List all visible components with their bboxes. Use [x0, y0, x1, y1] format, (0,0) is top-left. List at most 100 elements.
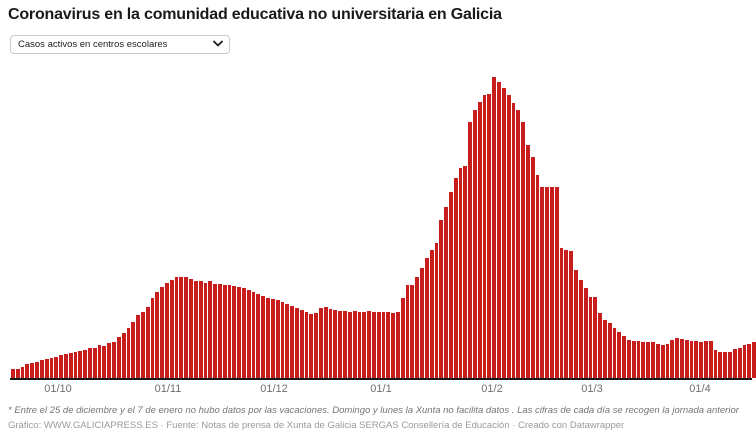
- bar[interactable]: [593, 297, 598, 378]
- bar[interactable]: [655, 344, 660, 378]
- bar[interactable]: [174, 277, 179, 378]
- bar[interactable]: [521, 122, 525, 378]
- bar[interactable]: [242, 288, 246, 378]
- bar[interactable]: [487, 94, 492, 378]
- bar[interactable]: [261, 296, 266, 378]
- bar[interactable]: [299, 310, 304, 378]
- bar[interactable]: [742, 345, 747, 378]
- bar[interactable]: [285, 304, 290, 378]
- bar[interactable]: [665, 344, 670, 378]
- bar[interactable]: [396, 312, 400, 378]
- bar[interactable]: [107, 343, 112, 378]
- bar[interactable]: [511, 103, 516, 378]
- bar[interactable]: [155, 292, 160, 378]
- bar[interactable]: [367, 311, 371, 378]
- bar[interactable]: [11, 369, 15, 378]
- bar[interactable]: [116, 337, 121, 378]
- bar[interactable]: [333, 310, 338, 378]
- bar[interactable]: [73, 352, 78, 378]
- bar[interactable]: [198, 281, 203, 378]
- bar[interactable]: [612, 328, 617, 378]
- bar[interactable]: [386, 312, 391, 378]
- bar[interactable]: [670, 340, 675, 378]
- bar[interactable]: [448, 192, 453, 378]
- bar[interactable]: [362, 312, 367, 378]
- bar[interactable]: [54, 357, 59, 378]
- bar[interactable]: [569, 251, 574, 378]
- bar[interactable]: [227, 285, 232, 378]
- bar[interactable]: [169, 280, 174, 378]
- bar[interactable]: [675, 338, 679, 378]
- bar[interactable]: [713, 350, 718, 378]
- bar[interactable]: [559, 248, 564, 378]
- bar[interactable]: [627, 340, 631, 378]
- bar[interactable]: [275, 300, 280, 378]
- bar[interactable]: [718, 352, 723, 378]
- bar[interactable]: [550, 187, 554, 378]
- bar[interactable]: [708, 341, 713, 378]
- bar[interactable]: [83, 350, 87, 378]
- bar[interactable]: [583, 288, 588, 378]
- bar[interactable]: [376, 312, 381, 378]
- bar[interactable]: [97, 345, 102, 378]
- bar[interactable]: [424, 258, 429, 378]
- bar[interactable]: [429, 250, 434, 378]
- bar[interactable]: [545, 187, 549, 378]
- bar[interactable]: [381, 312, 386, 378]
- bar[interactable]: [63, 354, 68, 378]
- bar[interactable]: [328, 309, 333, 378]
- bar[interactable]: [140, 312, 145, 378]
- bar[interactable]: [347, 312, 352, 378]
- bar[interactable]: [145, 307, 150, 378]
- bar[interactable]: [160, 287, 164, 378]
- bar[interactable]: [256, 294, 261, 378]
- bar[interactable]: [150, 298, 155, 378]
- metric-select[interactable]: Casos activos en centros escolares: [10, 35, 230, 54]
- bar[interactable]: [694, 341, 699, 378]
- bar[interactable]: [679, 339, 684, 378]
- bar[interactable]: [602, 320, 607, 378]
- bar[interactable]: [434, 243, 439, 378]
- bar[interactable]: [439, 220, 444, 378]
- bar[interactable]: [68, 353, 73, 378]
- bar[interactable]: [121, 333, 126, 378]
- bar[interactable]: [574, 270, 578, 378]
- bar[interactable]: [246, 290, 251, 378]
- bar[interactable]: [357, 312, 362, 378]
- bar[interactable]: [217, 284, 222, 378]
- bar[interactable]: [78, 351, 83, 378]
- bar[interactable]: [444, 207, 448, 378]
- bar[interactable]: [651, 342, 655, 378]
- bar[interactable]: [343, 311, 347, 378]
- bar[interactable]: [631, 341, 636, 378]
- bar[interactable]: [237, 287, 241, 378]
- bar[interactable]: [20, 367, 25, 378]
- bar[interactable]: [525, 145, 530, 378]
- bar[interactable]: [49, 358, 54, 378]
- bar[interactable]: [112, 342, 116, 378]
- bar[interactable]: [617, 332, 622, 378]
- bar[interactable]: [540, 187, 545, 378]
- bar[interactable]: [752, 342, 756, 378]
- bar[interactable]: [728, 352, 732, 378]
- bar[interactable]: [266, 298, 270, 378]
- bar[interactable]: [280, 302, 285, 378]
- bar[interactable]: [477, 102, 482, 378]
- bar[interactable]: [352, 311, 357, 378]
- bar[interactable]: [458, 168, 463, 378]
- bar[interactable]: [660, 345, 665, 378]
- bar[interactable]: [689, 341, 694, 378]
- bar[interactable]: [189, 279, 193, 378]
- bar[interactable]: [607, 323, 612, 378]
- bar[interactable]: [131, 322, 136, 378]
- bar[interactable]: [516, 110, 521, 378]
- bar[interactable]: [646, 342, 651, 378]
- bar[interactable]: [309, 314, 314, 378]
- bar[interactable]: [636, 341, 641, 378]
- bar[interactable]: [535, 175, 540, 378]
- bar[interactable]: [319, 308, 323, 378]
- bar[interactable]: [39, 360, 44, 378]
- bar[interactable]: [492, 77, 497, 378]
- bar[interactable]: [126, 328, 131, 378]
- bar[interactable]: [203, 283, 208, 378]
